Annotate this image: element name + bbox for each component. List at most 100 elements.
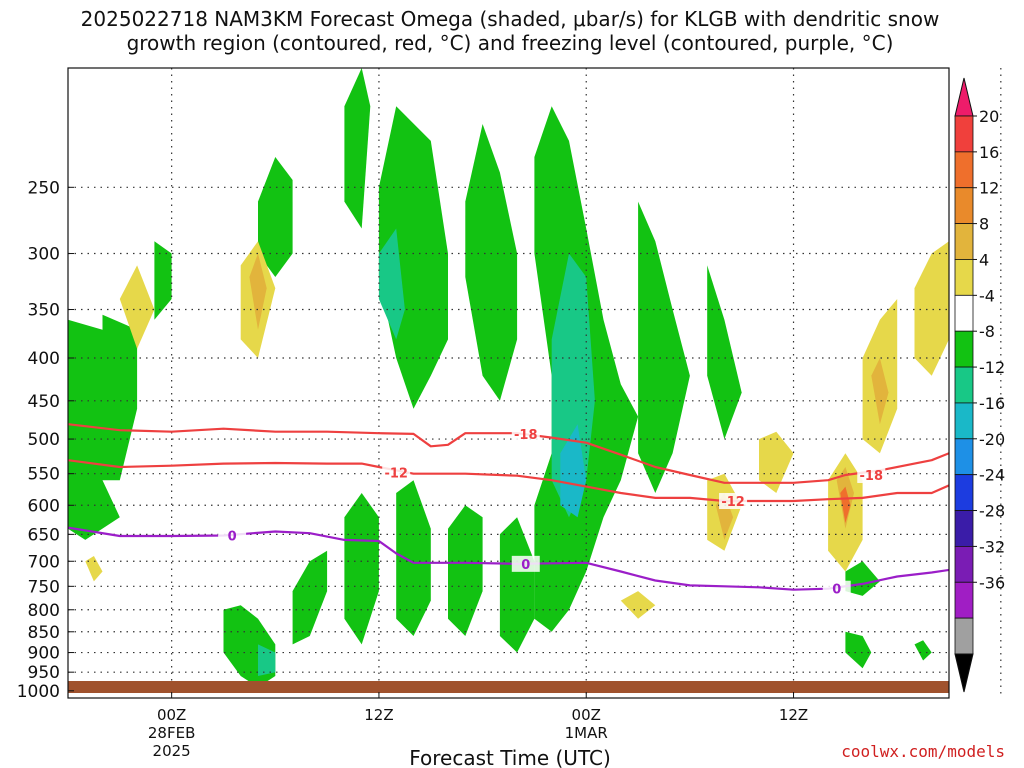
y-tick-label: 550 (28, 465, 60, 485)
x-tick-label: 00Z (572, 706, 601, 724)
colorbar-box (954, 223, 974, 260)
y-tick-label: 400 (28, 349, 60, 369)
contour-0 (68, 526, 949, 591)
contour--18 (68, 423, 949, 484)
plot-frame (67, 67, 950, 699)
chart-title-line2: growth region (contoured, red, °C) and f… (127, 31, 894, 55)
omega-area-4 (344, 68, 371, 229)
contour-label-bg (822, 580, 851, 597)
omega-area-30 (914, 241, 949, 376)
omega-area-16 (845, 561, 880, 596)
omega-area-2 (154, 241, 172, 320)
omega-area-18 (914, 640, 932, 661)
plot-grid (68, 68, 1002, 698)
y-tick-label: 650 (28, 525, 60, 545)
y-tick-label: 1000 (17, 682, 60, 702)
contour-label-bg (511, 555, 540, 572)
y-tick-label: 850 (28, 623, 60, 643)
credit-text: coolwx.com/models (841, 742, 1005, 761)
omega-area-36 (871, 358, 889, 425)
omega-area-22 (560, 424, 587, 518)
colorbar-label: 4 (979, 250, 989, 269)
y-axis-ticks: 2503003504004505005506006507007508008509… (17, 178, 74, 702)
colorbar-label: -4 (979, 286, 995, 305)
colorbar-box (954, 151, 974, 189)
y-tick-label: 600 (28, 496, 60, 516)
omega-area-32 (85, 556, 103, 582)
colorbar-label: 16 (979, 143, 999, 162)
omega-area-23 (119, 265, 155, 349)
y-tick-label: 250 (28, 178, 60, 198)
contour--12 (68, 459, 949, 503)
omega-shading (68, 68, 1024, 688)
x-tick-label: 12Z (779, 706, 808, 724)
x-axis-label: Forecast Time (UTC) (409, 746, 611, 768)
contour-label: -12 (721, 495, 745, 510)
y-tick-label: 350 (28, 301, 60, 321)
colorbar-box (954, 510, 974, 547)
y-tick-label: 900 (28, 644, 60, 664)
omega-area-11 (292, 550, 328, 645)
colorbar-top-triangle (954, 77, 974, 117)
omega-area-1 (102, 314, 138, 481)
contour-label: 0 (521, 558, 530, 573)
contour-label: -18 (514, 428, 538, 443)
contour-label-bg (857, 466, 886, 483)
omega-area-9 (707, 265, 742, 440)
colorbar-label: -12 (979, 358, 1005, 377)
omega-area-25 (620, 591, 656, 619)
y-tick-label: 750 (28, 577, 60, 597)
colorbar-label: 12 (979, 179, 999, 198)
colorbar-label: -20 (979, 430, 1005, 449)
colorbar-label: 20 (979, 107, 999, 126)
contour-label: -18 (860, 469, 884, 484)
colorbar-box (954, 546, 974, 583)
omega-area-6 (465, 124, 518, 401)
y-tick-label: 500 (28, 430, 60, 450)
y-tick-label: 300 (28, 245, 60, 265)
colorbar-box (954, 187, 974, 225)
terrain-bar (68, 681, 949, 693)
y-tick-label: 700 (28, 552, 60, 572)
colorbar-label: -24 (979, 466, 1005, 485)
contour-label: 0 (832, 583, 841, 598)
omega-area-15 (499, 517, 535, 653)
omega-area-37 (840, 486, 851, 523)
colorbar-bottom-triangle (954, 653, 974, 693)
omega-area-33 (249, 253, 267, 330)
colorbar-box (954, 294, 974, 332)
omega-area-14 (448, 505, 483, 636)
colorbar-label: 8 (979, 215, 989, 234)
colorbar-label: -32 (979, 537, 1005, 556)
x-tick-label: 00Z (157, 706, 186, 724)
colorbar-box (954, 366, 974, 404)
colorbar-box (954, 438, 974, 476)
colorbar-box (954, 581, 974, 619)
colorbar-box (954, 474, 974, 511)
contour-label-bg (218, 527, 247, 544)
x-tick-label: 2025 (153, 742, 191, 760)
omega-area-13 (396, 480, 431, 636)
omega-area-21 (378, 228, 405, 340)
colorbar-box (954, 617, 974, 655)
omega-area-12 (344, 493, 379, 645)
contour-label-bg (382, 464, 411, 481)
contour-label-bg (719, 493, 748, 510)
omega-area-17 (845, 631, 872, 669)
colorbar-box (954, 402, 974, 440)
colorbar-label: -28 (979, 502, 1005, 521)
colorbar-box (954, 115, 974, 153)
contour-label: -12 (384, 466, 408, 481)
y-tick-label: 950 (28, 663, 60, 683)
colorbar-label: -16 (979, 394, 1005, 413)
omega-area-8 (638, 201, 690, 493)
omega-area-10 (223, 605, 276, 688)
colorbar-box (954, 259, 974, 296)
omega-area-27 (759, 431, 794, 493)
y-tick-label: 800 (28, 601, 60, 621)
omega-area-31 (966, 202, 1024, 409)
contour-label: 0 (228, 529, 237, 544)
colorbar-box (954, 330, 974, 368)
